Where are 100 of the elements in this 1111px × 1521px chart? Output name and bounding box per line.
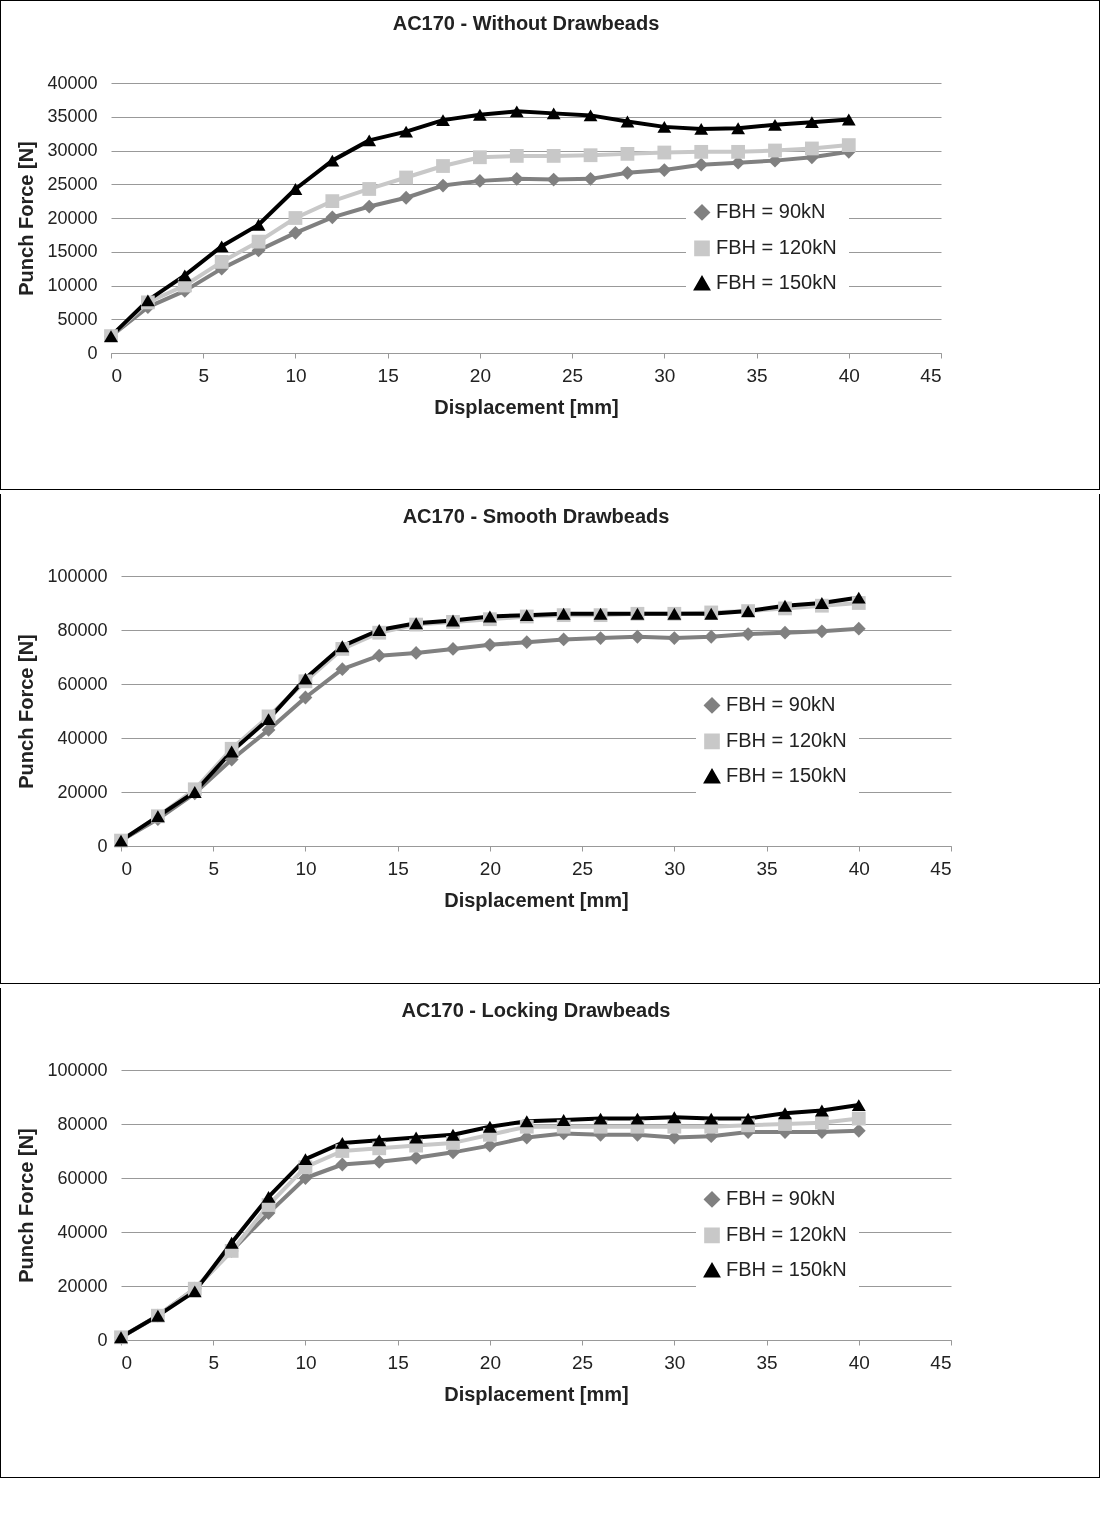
- point: [731, 144, 745, 159]
- x-tick-label: 20: [469, 364, 491, 386]
- legend-label: FBH = 150kN: [716, 271, 837, 294]
- x-tick-label: 10: [295, 857, 317, 879]
- point: [768, 118, 782, 131]
- point: [667, 631, 682, 645]
- point: [251, 218, 266, 231]
- point: [657, 145, 672, 160]
- y-axis-title: Punch Force [N]: [15, 634, 38, 789]
- point: [362, 134, 377, 147]
- x-tick-label: 45: [930, 857, 952, 879]
- point: [473, 173, 487, 188]
- point: [372, 648, 387, 663]
- legend-label: FBH = 120kN: [726, 729, 847, 752]
- point: [556, 632, 571, 647]
- point: [177, 269, 192, 282]
- x-axis-title: Displacement [mm]: [434, 395, 619, 418]
- point: [851, 621, 866, 636]
- point: [731, 122, 745, 135]
- point: [778, 625, 792, 640]
- y-tick-label: 40000: [47, 72, 98, 93]
- point: [768, 143, 782, 158]
- point: [409, 646, 423, 660]
- y-tick-label: 60000: [57, 1167, 108, 1188]
- x-tick-label: 20: [479, 857, 501, 879]
- y-tick-label: 100000: [47, 1059, 108, 1080]
- point: [362, 182, 377, 196]
- point: [704, 1112, 719, 1125]
- point: [583, 171, 598, 186]
- point: [815, 1115, 829, 1130]
- point: [335, 1157, 350, 1172]
- legend-label: FBH = 150kN: [726, 1258, 847, 1281]
- point: [288, 211, 303, 225]
- point: [288, 225, 303, 240]
- point: [583, 109, 598, 122]
- legend-label: FBH = 120kN: [726, 1223, 847, 1246]
- x-tick-label: 25: [572, 1351, 594, 1373]
- point: [657, 163, 672, 177]
- y-tick-label: 80000: [57, 619, 108, 640]
- x-tick-label: 25: [572, 857, 594, 879]
- point: [546, 107, 561, 120]
- point: [409, 1131, 423, 1144]
- x-tick-label: 15: [377, 364, 399, 386]
- y-tick-label: 60000: [57, 673, 108, 694]
- x-tick-label: 10: [285, 364, 307, 386]
- point: [335, 662, 350, 677]
- legend-label: FBH = 150kN: [726, 764, 847, 787]
- point: [815, 597, 829, 609]
- x-axis-title: Displacement [mm]: [444, 888, 629, 911]
- point: [372, 624, 387, 636]
- x-tick-label: 5: [208, 857, 220, 879]
- point: [593, 631, 608, 645]
- y-tick-label: 30000: [47, 140, 98, 160]
- point: [399, 125, 413, 138]
- y-tick-label: 0: [97, 835, 108, 856]
- y-tick-label: 80000: [57, 1113, 108, 1134]
- x-tick-label: 35: [746, 364, 768, 386]
- point: [436, 159, 450, 173]
- point: [805, 116, 819, 129]
- point: [399, 190, 413, 205]
- x-tick-label: 20: [479, 1351, 501, 1373]
- point: [335, 1136, 350, 1149]
- x-tick-label: 35: [756, 857, 778, 879]
- point: [667, 1111, 682, 1124]
- y-tick-label: 0: [87, 342, 98, 363]
- legend-label: FBH = 90kN: [726, 1187, 836, 1210]
- point: [251, 234, 266, 249]
- point: [436, 114, 450, 127]
- point: [509, 105, 524, 118]
- point: [620, 146, 635, 161]
- point: [436, 178, 450, 193]
- point: [288, 183, 303, 195]
- point: [546, 149, 561, 163]
- point: [519, 1115, 534, 1128]
- chart-title: AC170 - Without Drawbeads: [392, 12, 660, 34]
- x-tick-label: 25: [562, 364, 584, 386]
- y-axis-title: Punch Force [N]: [15, 1128, 38, 1283]
- point: [224, 1236, 239, 1249]
- point: [187, 1285, 202, 1298]
- x-tick-label: 15: [387, 857, 409, 879]
- point: [214, 254, 229, 269]
- point: [473, 108, 487, 121]
- point: [399, 170, 413, 185]
- chart-title: AC170 - Smooth Drawbeads: [402, 505, 670, 527]
- y-tick-label: 5000: [57, 308, 98, 329]
- point: [483, 610, 497, 623]
- point: [583, 148, 598, 163]
- point: [298, 672, 313, 685]
- point: [519, 635, 534, 650]
- legend-label: FBH = 120kN: [716, 236, 837, 259]
- point: [815, 624, 829, 639]
- chart-title: AC170 - Locking Drawbeads: [401, 999, 671, 1021]
- point: [446, 1128, 460, 1141]
- point: [694, 122, 709, 135]
- point: [325, 210, 340, 225]
- point: [851, 1123, 866, 1138]
- point: [483, 1120, 497, 1133]
- point: [851, 591, 866, 604]
- point: [657, 120, 672, 133]
- y-tick-label: 15000: [47, 241, 98, 262]
